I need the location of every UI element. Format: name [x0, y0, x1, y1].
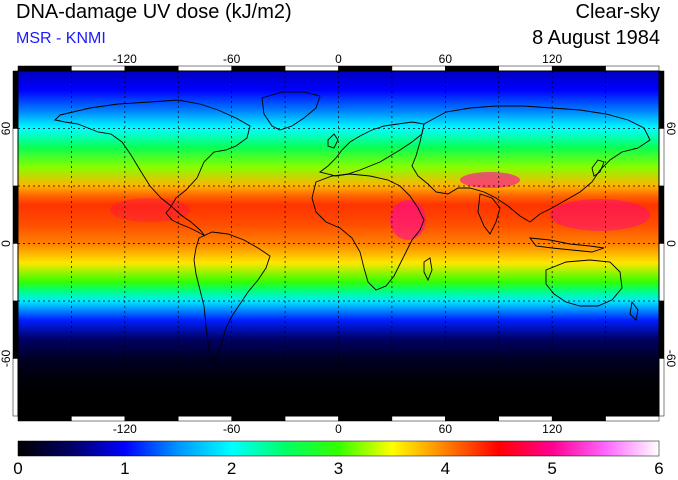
frame-scale-segment [605, 415, 660, 422]
colorbar-tick-label: 1 [120, 459, 129, 478]
latitude-labels-right: 60 0 -60 [664, 122, 678, 368]
frame-scale-segment [445, 415, 500, 422]
colorbar-labels: 0 1 2 3 4 5 6 [13, 459, 663, 478]
latitude-tick-label: 60 [664, 122, 678, 136]
frame-scale-segment [178, 415, 232, 422]
frame-scale-segment [284, 415, 339, 422]
frame-scale-segment [12, 358, 19, 417]
frame-scale-segment [12, 70, 19, 129]
frame-scale-segment [12, 128, 19, 187]
longitude-tick-label: -120 [113, 52, 137, 66]
colorbar-tick-label: 2 [227, 459, 236, 478]
colorbar-tick-label: 3 [334, 459, 343, 478]
frame-scale-segment [12, 300, 19, 359]
frame-scale-segment [658, 358, 665, 417]
frame-scale-segment [12, 185, 19, 244]
africa-high-dose-patch [390, 200, 426, 240]
frame-scale-segment [124, 415, 179, 422]
frame-scale-segment [391, 65, 446, 72]
frame-scale-segment [231, 415, 286, 422]
colorbar-tick-label: 4 [441, 459, 450, 478]
frame-scale-segment [658, 185, 665, 244]
frame-scale-segment [231, 65, 286, 72]
longitude-tick-label: 60 [439, 422, 453, 436]
frame-scale-segment [338, 415, 393, 422]
frame-scale-segment [605, 65, 660, 72]
frame-scale-segment [658, 70, 665, 129]
frame-scale-segment [445, 65, 500, 72]
colorbar [17, 440, 660, 457]
longitude-tick-label: 120 [542, 422, 562, 436]
longitude-tick-label: 0 [335, 422, 342, 436]
longitude-tick-label: -120 [113, 422, 137, 436]
frame-scale-segment [12, 243, 19, 302]
frame-scale-segment [124, 65, 179, 72]
pacific-high-dose-patch [550, 199, 650, 231]
longitude-tick-label: 60 [439, 52, 453, 66]
latitude-tick-label: 0 [664, 240, 678, 247]
latitude-tick-label: 60 [0, 122, 13, 136]
graticule [18, 71, 659, 416]
frame-scale-segment [658, 128, 665, 187]
frame-scale-segment [17, 415, 72, 422]
map-border [17, 70, 660, 417]
map-frame [12, 65, 665, 422]
latitude-tick-label: -60 [0, 350, 13, 368]
frame-scale-segment [498, 415, 553, 422]
frame-scale-segment [71, 415, 126, 422]
frame-scale-segment [178, 65, 232, 72]
frame-scale-segment [658, 243, 665, 302]
americas-high-dose-patch [110, 198, 190, 222]
longitude-labels-bottom: -120 -60 0 60 120 [113, 422, 563, 436]
frame-scale-segment [17, 65, 72, 72]
frame-scale-segment [551, 415, 606, 422]
frame-scale-segment [658, 300, 665, 359]
colorbar-tick-label: 0 [13, 459, 22, 478]
longitude-tick-label: -60 [223, 422, 241, 436]
frame-scale-segment [338, 65, 393, 72]
frame-scale-segment [551, 65, 606, 72]
sky-condition-label: Clear-sky [575, 1, 660, 23]
frame-scale-segment [391, 415, 446, 422]
latitude-labels-left: 60 0 -60 [0, 122, 13, 368]
colorbar-tick-label: 6 [654, 459, 663, 478]
longitude-labels-top: -120 -60 0 60 120 [113, 52, 563, 66]
frame-scale-segment [498, 65, 553, 72]
longitude-tick-label: -60 [223, 52, 241, 66]
tibet-high-dose-patch [460, 172, 520, 188]
longitude-tick-label: 0 [335, 52, 342, 66]
latitude-tick-label: -60 [664, 350, 678, 368]
map-title: DNA-damage UV dose (kJ/m2) [16, 1, 292, 23]
frame-scale-segment [71, 65, 126, 72]
longitude-tick-label: 120 [542, 52, 562, 66]
date-label: 8 August 1984 [532, 27, 660, 49]
frame-scale-segment [284, 65, 339, 72]
source-label: MSR - KNMI [16, 30, 106, 47]
latitude-tick-label: 0 [0, 240, 13, 247]
colorbar-tick-label: 5 [547, 459, 556, 478]
coastlines [54, 91, 651, 363]
